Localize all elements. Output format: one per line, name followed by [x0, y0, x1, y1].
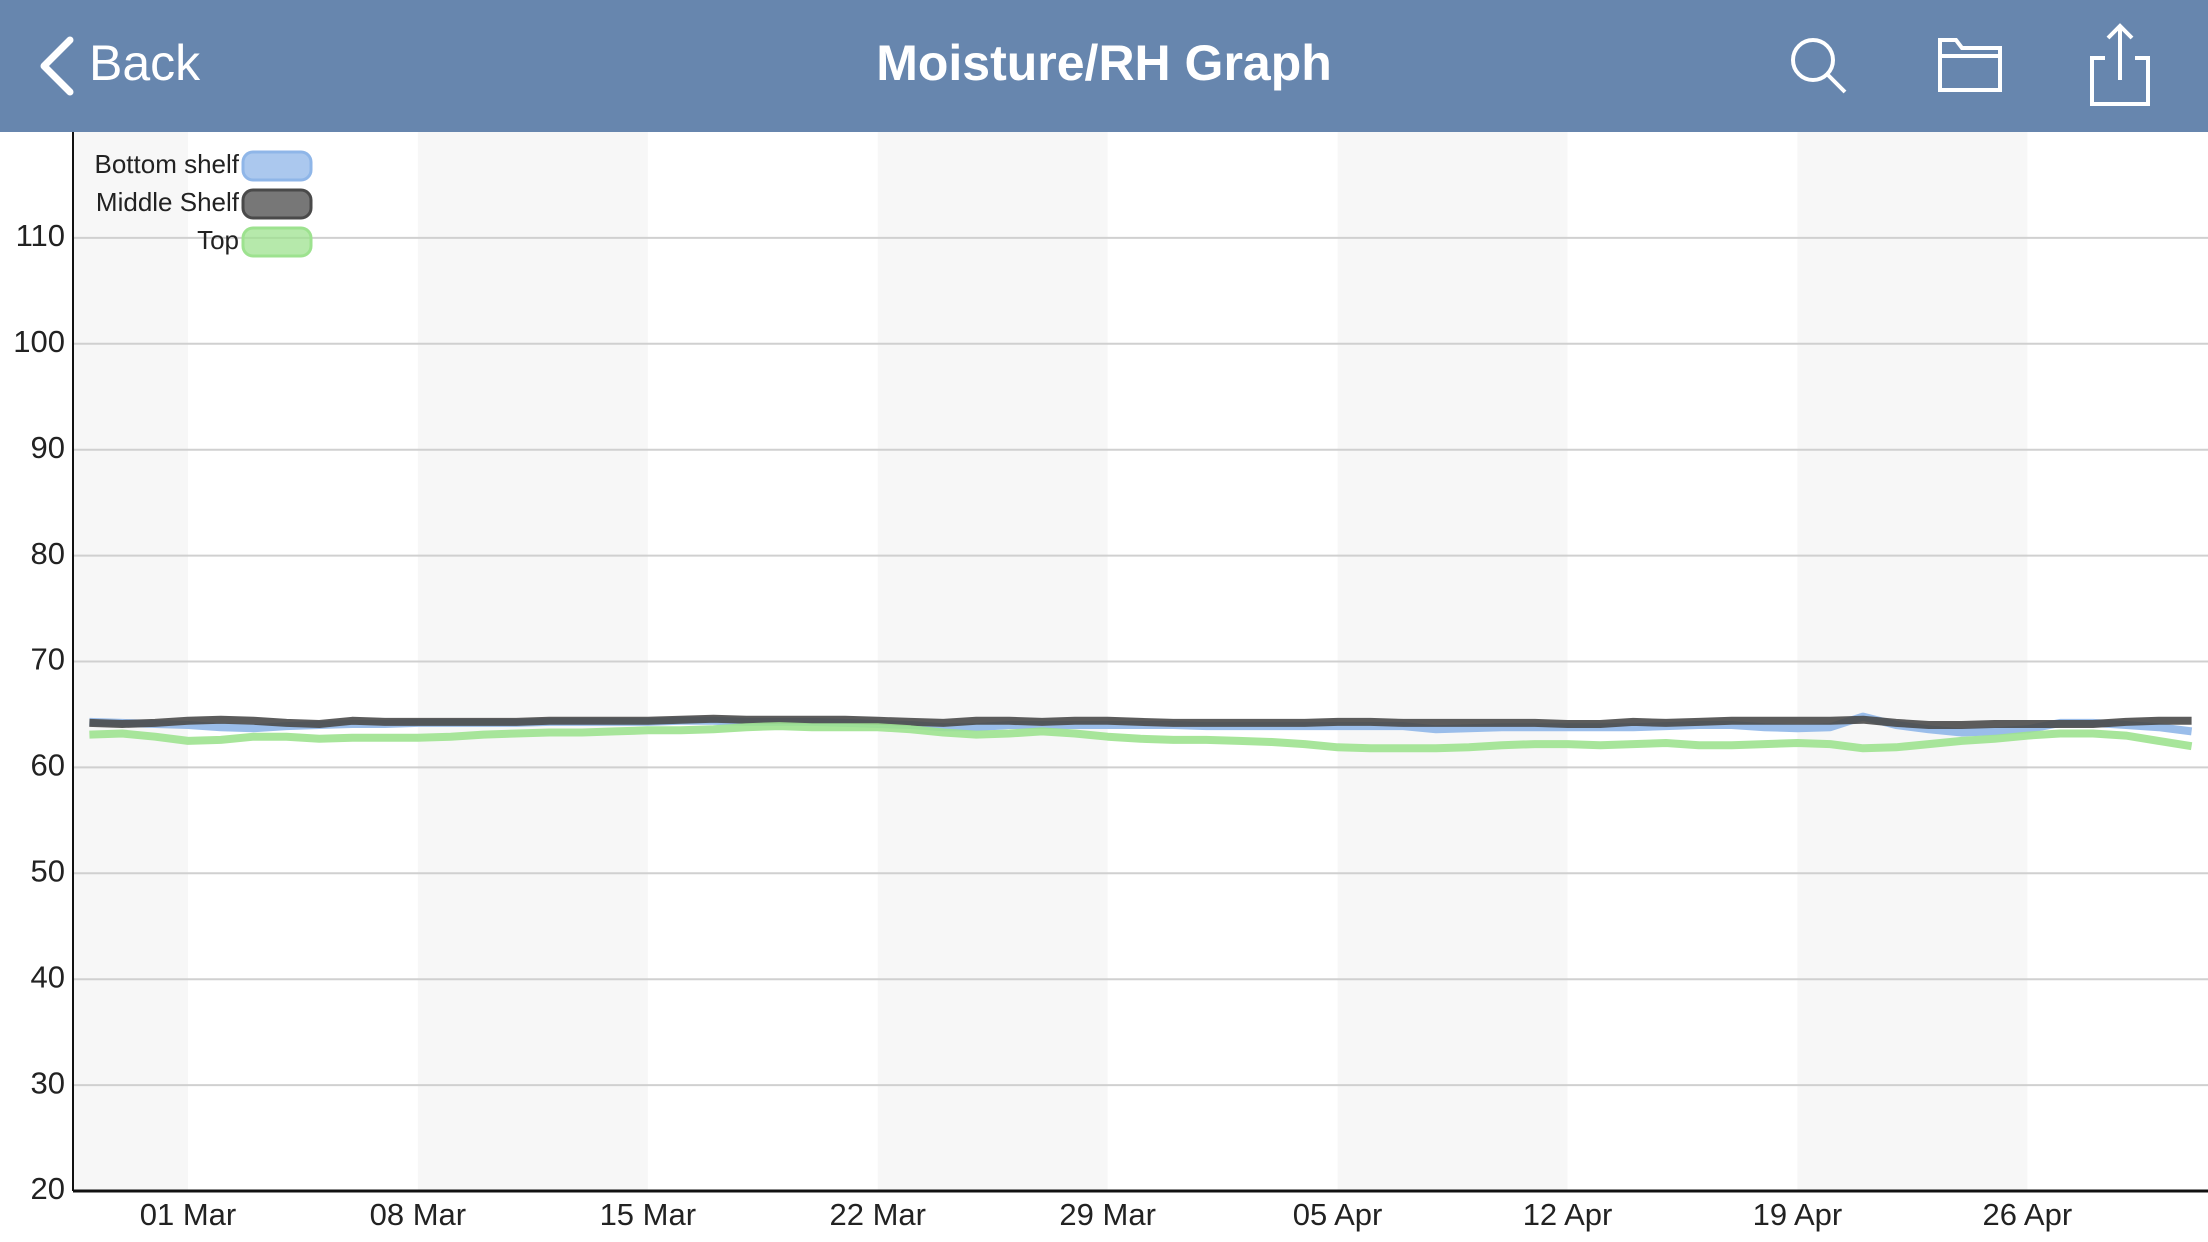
legend-swatch: [241, 226, 313, 258]
x-tick-label: 19 Apr: [1753, 1197, 1843, 1232]
nav-bar: [0, 0, 2208, 132]
x-tick-label: 29 Mar: [1059, 1197, 1155, 1232]
legend-swatch: [241, 188, 313, 220]
legend-swatch: [241, 150, 313, 182]
share-icon[interactable]: [2090, 23, 2150, 106]
y-tick-label: 60: [31, 748, 65, 783]
x-tick-label: 22 Mar: [829, 1197, 925, 1232]
y-tick-label: 20: [31, 1171, 65, 1206]
series-line: [89, 722, 2193, 753]
back-label[interactable]: Back: [89, 35, 201, 91]
series-line: [89, 714, 2192, 729]
back-button[interactable]: Back: [40, 35, 201, 96]
x-tick-label: 05 Apr: [1293, 1197, 1383, 1232]
y-tick-label: 50: [31, 853, 65, 888]
y-tick-label: 70: [31, 642, 65, 677]
search-icon[interactable]: [1791, 38, 1847, 94]
x-tick-label: 08 Mar: [370, 1197, 466, 1232]
legend-label: Bottom shelf: [94, 149, 239, 179]
nav-title: Moisture/RH Graph: [876, 35, 1332, 91]
x-tick-label: 15 Mar: [600, 1197, 696, 1232]
x-tick-label: 12 Apr: [1523, 1197, 1613, 1232]
y-tick-label: 30: [31, 1065, 65, 1100]
back-chevron: [40, 36, 74, 96]
folder-icon[interactable]: [1938, 38, 2002, 92]
x-tick-label: 01 Mar: [140, 1197, 236, 1232]
legend-label: Middle Shelf: [96, 187, 240, 217]
y-tick-label: 40: [31, 959, 65, 994]
x-tick-label: 26 Apr: [1983, 1197, 2073, 1232]
plot-area: 20 30 40 50 60 70 80 90 100 110 01 Mar 08 Mar 15 Mar…: [13, 132, 2208, 1232]
legend-label: Top: [197, 225, 239, 255]
y-tick-label: 110: [16, 218, 65, 253]
y-tick-label: 100: [13, 324, 65, 359]
y-tick-label: 90: [31, 430, 65, 465]
y-tick-label: 80: [31, 536, 65, 571]
